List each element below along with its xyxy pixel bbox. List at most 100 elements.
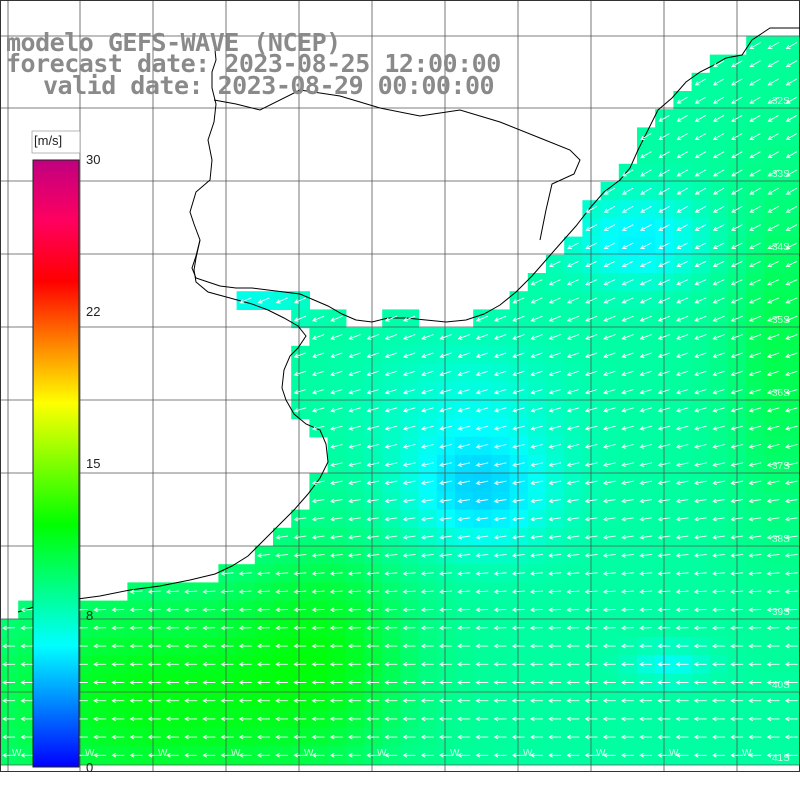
wind-arrow <box>147 625 161 631</box>
wind-arrow <box>457 534 471 540</box>
wind-arrow <box>511 734 525 740</box>
wind-arrow <box>165 753 179 758</box>
wind-arrow <box>566 279 579 286</box>
wind-arrow <box>402 480 416 486</box>
wind-arrow <box>20 753 34 758</box>
wind-arrow <box>457 716 471 722</box>
wind-arrow <box>657 498 671 504</box>
wind-arrow <box>730 407 744 413</box>
wind-arrow <box>602 516 616 522</box>
wind-arrow <box>366 352 379 358</box>
wind-arrow <box>293 680 307 685</box>
wind-arrow <box>766 607 780 613</box>
wind-arrow <box>602 753 616 758</box>
wind-arrow <box>530 516 543 522</box>
wind-arrow <box>402 389 416 395</box>
wind-arrow <box>202 734 216 740</box>
wind-arrow <box>111 625 125 631</box>
wind-arrow <box>329 716 343 722</box>
wind-arrow <box>566 643 580 649</box>
wind-arrow <box>366 516 380 522</box>
wind-arrow <box>129 662 143 667</box>
wind-arrow <box>585 242 598 249</box>
wind-arrow <box>220 589 234 595</box>
wind-arrow <box>748 553 762 558</box>
wind-arrow <box>402 370 416 377</box>
wind-arrow <box>129 698 143 703</box>
wind-arrow <box>657 607 671 613</box>
wind-arrow <box>348 389 361 395</box>
wind-arrow <box>402 680 416 685</box>
wind-arrow <box>785 187 798 195</box>
wind-arrow <box>402 516 416 522</box>
wind-arrow <box>165 734 179 740</box>
wind-arrow <box>475 716 489 722</box>
wind-arrow <box>603 187 616 195</box>
wind-arrow <box>584 753 598 758</box>
wind-arrow <box>767 133 779 140</box>
wind-arrow <box>694 389 707 395</box>
wind-arrow <box>238 716 252 722</box>
wind-arrow <box>712 78 725 86</box>
wind-arrow <box>676 242 689 249</box>
wind-arrow <box>329 444 343 449</box>
wind-arrow <box>767 334 780 340</box>
wind-arrow <box>748 716 762 722</box>
wind-arrow <box>530 534 543 540</box>
wind-arrow <box>347 698 361 703</box>
wind-arrow <box>402 643 416 649</box>
wind-arrow <box>475 407 489 413</box>
wind-arrow <box>676 133 688 140</box>
wind-arrow <box>293 370 307 377</box>
wind-arrow <box>347 662 361 667</box>
wind-arrow <box>93 625 107 631</box>
wind-arrow <box>329 480 343 486</box>
wind-arrow <box>693 425 707 431</box>
wind-arrow <box>330 315 343 322</box>
wind-arrow <box>439 534 452 540</box>
wind-arrow <box>147 734 161 740</box>
wind-arrow <box>548 462 562 467</box>
wind-arrow <box>2 680 16 685</box>
wind-arrow <box>384 370 398 377</box>
wind-arrow <box>785 151 798 159</box>
wind-arrow <box>165 662 179 667</box>
wind-arrow <box>329 589 343 595</box>
wind-arrow <box>748 607 762 613</box>
wind-arrow <box>675 553 689 558</box>
wind-arrow <box>548 589 562 595</box>
wind-arrow <box>312 352 325 358</box>
wind-arrow <box>730 753 744 758</box>
wind-arrow <box>566 662 580 667</box>
wind-arrow <box>329 698 343 703</box>
wind-arrow <box>603 315 616 322</box>
wind-arrow <box>621 279 634 286</box>
wind-arrow <box>238 571 252 576</box>
wind-arrow <box>420 643 434 649</box>
wind-arrow <box>220 698 234 703</box>
wind-arrow <box>748 425 762 431</box>
wind-arrow <box>675 370 689 377</box>
wind-arrow <box>329 662 343 667</box>
wind-arrow <box>639 315 652 322</box>
wind-arrow <box>784 407 798 413</box>
wind-arrow <box>602 607 616 613</box>
wind-arrow <box>676 224 689 231</box>
wind-arrow <box>602 571 616 576</box>
wind-arrow <box>621 425 634 431</box>
wind-arrow <box>529 589 543 595</box>
wind-arrow <box>620 716 634 722</box>
wind-arrow <box>584 389 598 395</box>
wind-arrow <box>438 698 452 703</box>
wind-arrow <box>675 498 689 504</box>
wind-arrow <box>675 480 689 486</box>
wind-arrow <box>712 315 725 322</box>
wind-arrow <box>129 589 143 595</box>
wind-arrow <box>420 462 434 467</box>
wind-arrow <box>657 625 671 631</box>
wind-arrow <box>785 96 798 104</box>
wind-arrow <box>694 133 707 140</box>
wind-arrow <box>530 279 543 286</box>
wind-arrow <box>129 607 143 613</box>
wind-arrow <box>711 571 725 576</box>
